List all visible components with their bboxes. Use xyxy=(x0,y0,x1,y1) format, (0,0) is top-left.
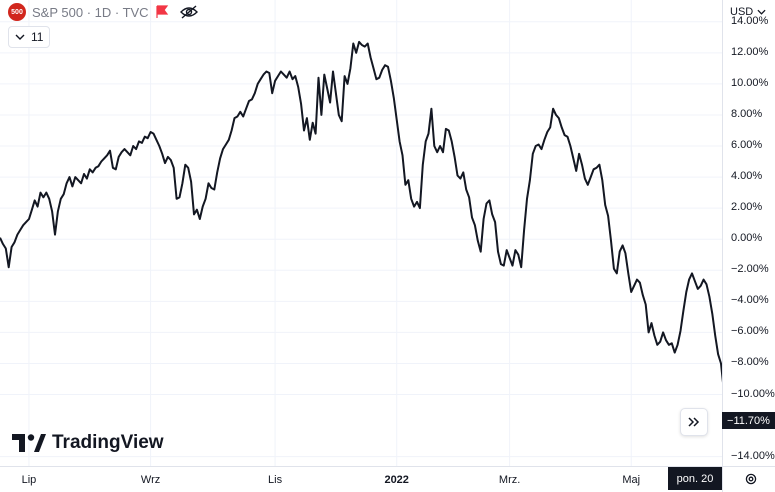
double-chevron-right-icon xyxy=(688,417,700,427)
y-tick-label: −2.00% xyxy=(731,263,769,276)
x-tick-label: Wrz xyxy=(140,474,161,486)
currency-label: USD xyxy=(730,6,754,18)
x-tick-label: Mrz. xyxy=(498,474,521,486)
y-tick-label: −10.00% xyxy=(731,387,775,400)
sp500-percent-line xyxy=(0,40,722,383)
x-tick-label: 2022 xyxy=(384,474,409,486)
series-group xyxy=(0,40,722,383)
y-tick-label: 4.00% xyxy=(731,170,763,183)
y-tick-label: −4.00% xyxy=(731,294,769,307)
eye-crossed-icon[interactable] xyxy=(179,5,199,19)
y-tick-label: 12.00% xyxy=(731,45,769,58)
y-tick-label: 8.00% xyxy=(731,107,763,120)
last-value-label: −11.70% xyxy=(722,412,775,430)
chart-legend: 500 S&P 500 · 1D · TVC xyxy=(8,2,199,22)
grid-lines xyxy=(0,0,722,466)
time-scale[interactable]: Lip Wrz Lis 2022 Mrz. Maj xyxy=(0,466,722,492)
scale-settings-corner xyxy=(722,466,775,492)
y-tick-label: −14.00% xyxy=(731,449,775,462)
symbol-badge[interactable]: 500 xyxy=(8,3,26,21)
scroll-to-realtime-button[interactable] xyxy=(680,408,708,436)
currency-selector[interactable]: USD xyxy=(724,3,775,21)
chevron-down-icon xyxy=(15,34,25,40)
y-tick-label: −6.00% xyxy=(731,325,769,338)
indicators-count: 11 xyxy=(31,30,44,44)
tradingview-logo[interactable]: TradingView xyxy=(12,432,164,454)
y-tick-label: 6.00% xyxy=(731,139,763,151)
x-tick-label: Lip xyxy=(21,474,37,486)
y-tick-label: −8.00% xyxy=(731,356,769,369)
gear-icon[interactable] xyxy=(744,472,758,486)
tradingview-mark-icon xyxy=(12,434,46,452)
chevron-down-icon xyxy=(757,9,766,15)
symbol-title[interactable]: S&P 500 · 1D · TVC xyxy=(32,4,149,20)
price-chart[interactable] xyxy=(0,0,722,466)
crosshair-date-label: pon. 20 xyxy=(668,467,722,490)
price-scale[interactable]: 14.00% 12.00% 10.00% 8.00% 6.00% 4.00% 2.00% 0.… xyxy=(722,0,775,466)
y-tick-label: 0.00% xyxy=(731,232,763,245)
chart-plot-area[interactable] xyxy=(0,0,722,466)
x-tick-label: Maj xyxy=(622,474,641,486)
indicators-toggle-button[interactable]: 11 xyxy=(8,26,51,48)
x-tick-label: Lis xyxy=(268,474,283,486)
flag-icon[interactable] xyxy=(155,5,169,19)
y-tick-label: 14.00% xyxy=(731,14,769,27)
y-tick-label: 10.00% xyxy=(731,76,769,89)
brand-name: TradingView xyxy=(52,432,164,453)
y-tick-label: 2.00% xyxy=(731,201,763,214)
